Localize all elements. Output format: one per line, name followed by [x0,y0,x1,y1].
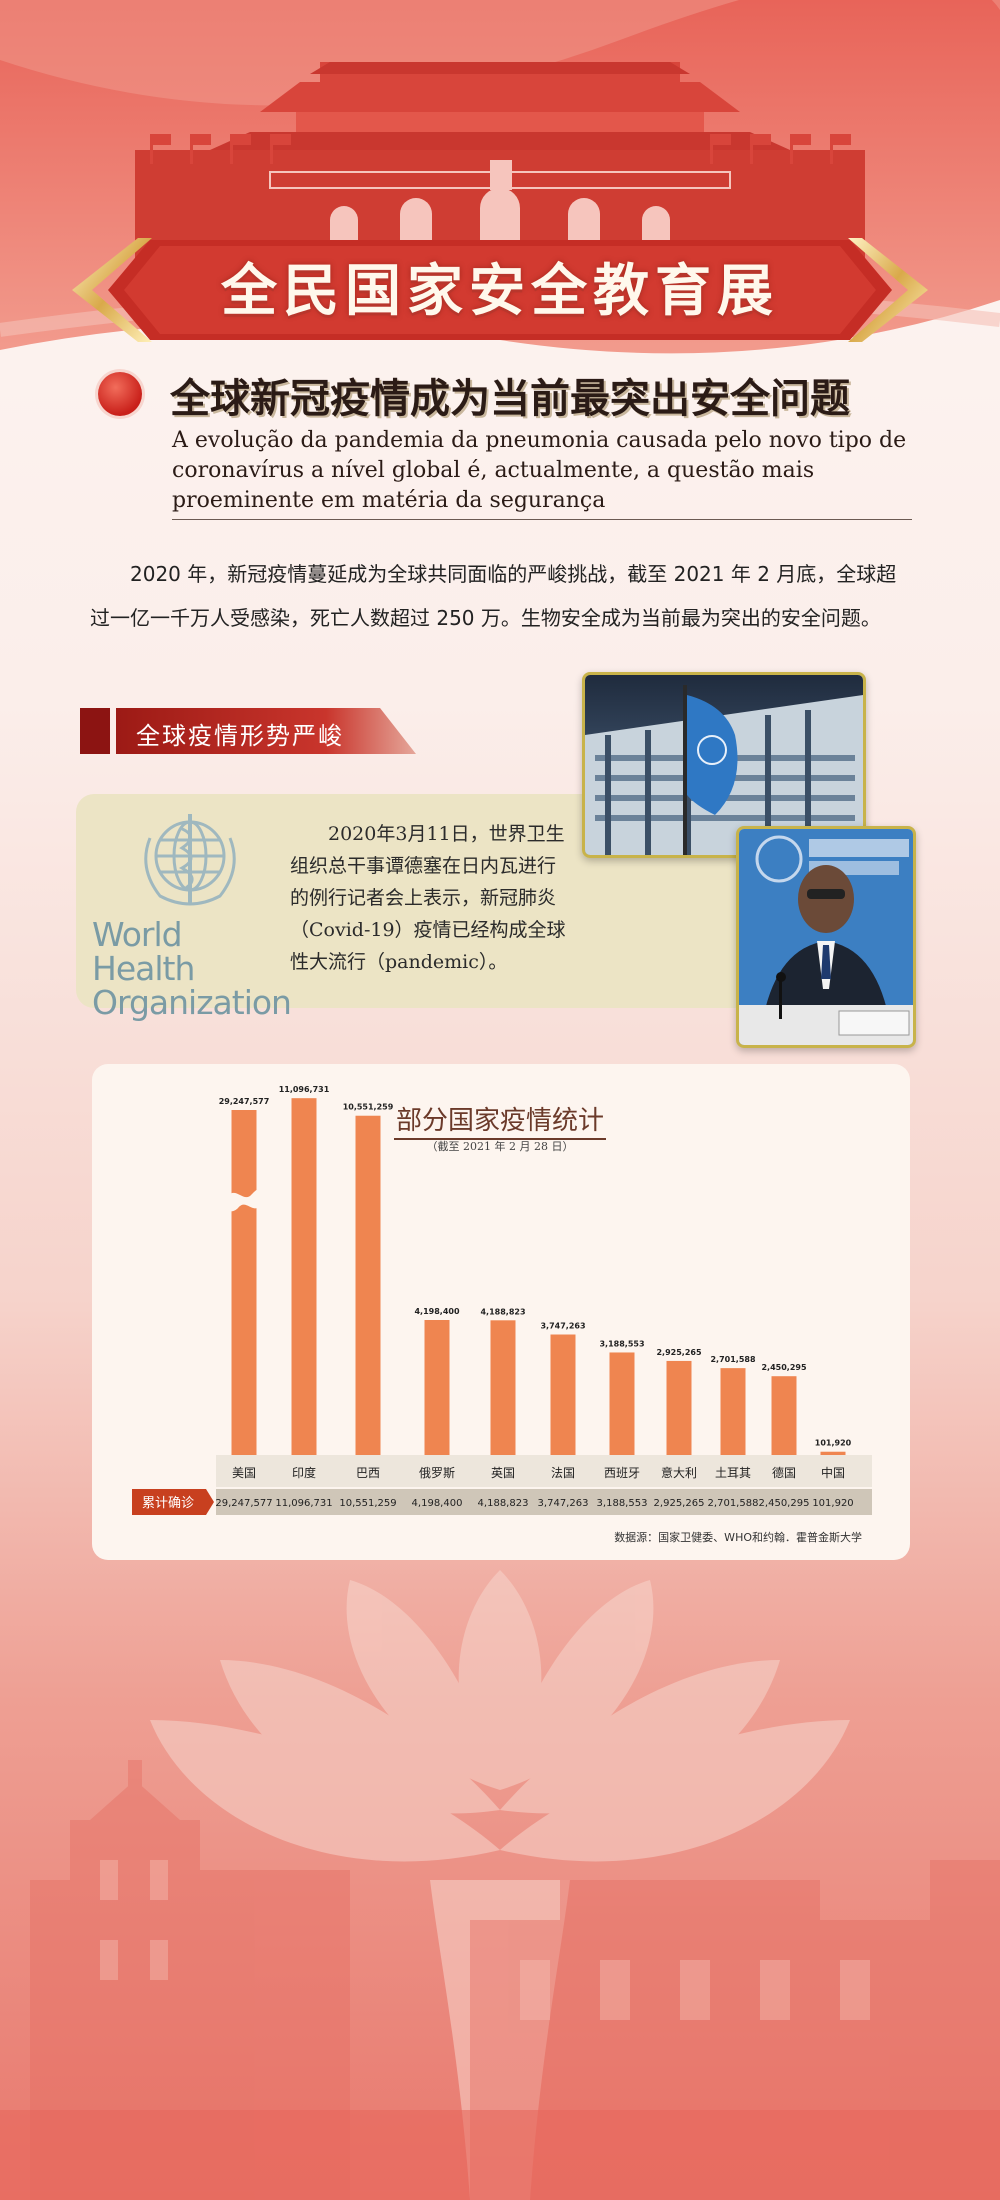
bar-7 [666,1360,692,1455]
data-label-0: 29,247,577 [219,1097,270,1106]
category-label-2: 巴西 [356,1466,380,1480]
flags [150,134,851,164]
data-label-2: 10,551,259 [343,1103,394,1112]
bar-8 [720,1368,746,1455]
bar-5 [550,1334,576,1455]
category-label-7: 意大利 [661,1465,697,1480]
bar-3 [424,1320,450,1455]
divider [172,519,912,520]
bar-6 [609,1352,635,1455]
value-cell-5: 3,747,263 [538,1498,589,1509]
category-label-9: 德国 [772,1465,796,1480]
axis-break-icon [228,1189,260,1212]
bar-4 [490,1320,516,1455]
chart-title: 部分国家疫情统计 [0,1100,1000,1140]
value-cell-9: 2,450,295 [759,1498,810,1509]
title-ribbon [72,238,928,342]
category-label-0: 美国 [232,1466,256,1480]
intro-paragraph: 2020 年，新冠疫情蔓延成为全球共同面临的严峻挑战，截至 2021 年 2 月… [90,562,897,630]
who-building-photo [582,672,866,858]
speaker-photo [736,826,916,1048]
section-bullet-icon [98,372,142,416]
value-cell-4: 4,188,823 [478,1498,529,1509]
who-paragraph: 2020年3月11日，世界卫生组织总干事谭德塞在日内瓦进行的例行记者会上表示，新… [290,823,566,973]
bar-0 [231,1110,257,1455]
data-label-10: 101,920 [815,1439,852,1448]
bar-10 [820,1451,846,1455]
category-label-4: 英国 [491,1466,515,1480]
banner-title: 全民国家安全教育展 [221,259,779,324]
data-label-5: 3,747,263 [540,1322,585,1331]
data-label-6: 3,188,553 [599,1339,644,1348]
data-label-8: 2,701,588 [710,1355,755,1364]
value-cell-8: 2,701,588 [708,1498,759,1509]
value-cell-2: 10,551,259 [339,1498,396,1509]
value-cell-7: 2,925,265 [654,1498,705,1509]
value-cell-10: 101,920 [812,1498,853,1509]
category-label-1: 印度 [292,1465,316,1480]
value-cell-6: 3,188,553 [597,1498,648,1509]
category-band [216,1455,872,1487]
who-emblem-icon [144,814,236,906]
bar-2 [355,1115,381,1455]
bar-9 [771,1376,797,1455]
data-label-3: 4,198,400 [414,1307,459,1316]
category-label-6: 西班牙 [604,1466,640,1480]
bar-chart: 累计确诊29,247,577美国29,247,57711,096,731印度11… [132,1085,872,1515]
row-label: 累计确诊 [142,1496,194,1511]
data-label-7: 2,925,265 [656,1348,701,1357]
chart-source: 数据源：国家卫健委、WHO和约翰．霍普金斯大学 [614,1531,862,1544]
section-title: 全球新冠疫情成为当前最突出安全问题 [170,375,850,422]
category-label-10: 中国 [821,1465,845,1480]
value-band [216,1489,872,1515]
bar-1 [291,1098,317,1455]
value-cell-1: 11,096,731 [275,1498,332,1509]
category-label-5: 法国 [551,1466,575,1480]
section-subtitle-portuguese: A evolução da pandemia da pneumonia caus… [172,428,907,513]
subsection-header: 全球疫情形势严峻 [80,708,416,754]
chart-subtitle: （截至 2021 年 2 月 28 日） [426,1140,574,1153]
value-cell-3: 4,198,400 [412,1498,463,1509]
data-label-4: 4,188,823 [480,1307,525,1316]
row-label-tag [132,1489,214,1515]
category-label-8: 土耳其 [715,1466,751,1480]
data-label-1: 11,096,731 [279,1085,330,1094]
data-label-9: 2,450,295 [761,1363,806,1372]
category-label-3: 俄罗斯 [419,1466,455,1480]
subsection-title: 全球疫情形势严峻 [136,722,344,750]
value-cell-0: 29,247,577 [215,1498,272,1509]
who-logo-text: World Health Organization [92,915,292,1022]
